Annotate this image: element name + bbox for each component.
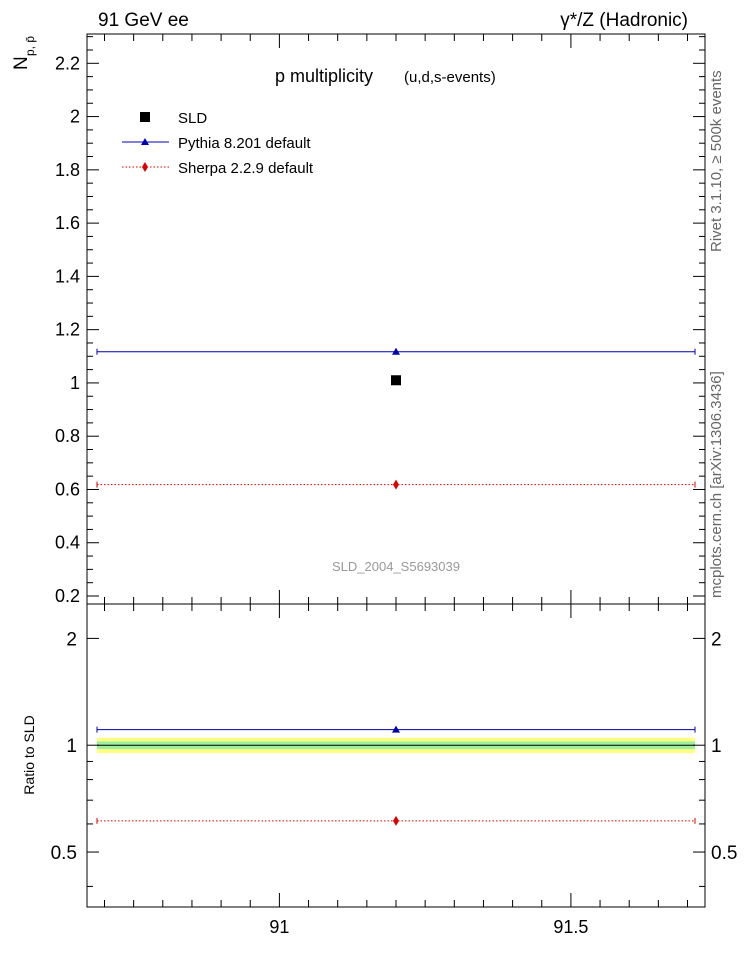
y-tick-label: 0.6 [55,479,80,499]
main-y-label: N p, p̄ [11,36,37,70]
main-x-ticks [103,34,689,604]
ratio-x-ticks: 91 91.5 [103,604,689,937]
legend-label-sherpa: Sherpa 2.2.9 default [178,160,314,177]
legend: SLD Pythia 8.201 default Sherpa 2.2.9 de… [122,110,314,177]
main-panel: p multiplicity (u,d,s-events) 0.20.40.60… [55,33,706,606]
y-tick-label: 1 [70,373,80,393]
ratio-series [96,725,696,826]
data-point-sld [391,375,401,386]
watermark: SLD_2004_S5693039 [332,559,460,574]
ratio-point-pythia [392,725,400,733]
ratio-point-sherpa [393,815,399,826]
y-tick-label: 0.2 [55,586,80,606]
ratio-y-tick-label-left: 1 [66,736,77,757]
y-tick-label: 2 [70,107,80,127]
header-left: 91 GeV ee [98,10,189,31]
ratio-panel: 0.5 0.5 1 1 2 2 91 91.5 [51,603,737,937]
main-y-ticks: 0.2 0.4 0.6 0.8 1 1.2 1.4 1.6 1.8 2 2.2 [55,36,705,606]
x-tick-label: 91.5 [553,917,588,937]
y-tick-label: 1.4 [55,266,80,286]
legend-label-sld: SLD [178,110,207,127]
ratio-band [97,737,695,754]
rivet-label: Rivet 3.1.10, ≥ 500k events [708,70,725,252]
mcplots-label: mcplots.cern.ch [arXiv:1306.3436] [708,371,725,598]
legend-marker-sld [140,112,150,122]
main-series [96,347,696,490]
ratio-y-tick-label-right: 1 [711,736,722,757]
main-y-label-sub: p, p̄ [23,36,37,56]
y-tick-label: 1.6 [55,213,80,233]
ratio-y-ticks: 0.5 0.5 1 1 2 2 [51,629,737,887]
legend-marker-sherpa [142,162,148,172]
ratio-frame [86,603,706,908]
y-tick-label: 0.8 [55,426,80,446]
y-tick-label: 1.2 [55,320,80,340]
y-tick-label: 1.8 [55,160,80,180]
data-point-pythia [392,347,400,355]
data-point-sherpa [393,479,399,490]
ratio-y-label: Ratio to SLD [21,715,37,794]
chart-title: p multiplicity [275,66,373,86]
ratio-y-tick-label-right: 2 [711,629,722,650]
ratio-y-tick-label-right: 0.5 [711,843,737,864]
ratio-y-tick-label-left: 2 [66,629,77,650]
legend-label-pythia: Pythia 8.201 default [178,135,311,152]
chart-subtitle: (u,d,s-events) [404,69,496,86]
ratio-y-tick-label-left: 0.5 [51,843,77,864]
y-tick-label: 0.4 [55,533,80,553]
header-right: γ*/Z (Hadronic) [560,10,688,31]
main-y-label-text: N [11,56,32,70]
y-tick-label: 2.2 [55,53,80,73]
legend-marker-pythia [141,138,149,145]
x-tick-label: 91 [269,917,289,937]
